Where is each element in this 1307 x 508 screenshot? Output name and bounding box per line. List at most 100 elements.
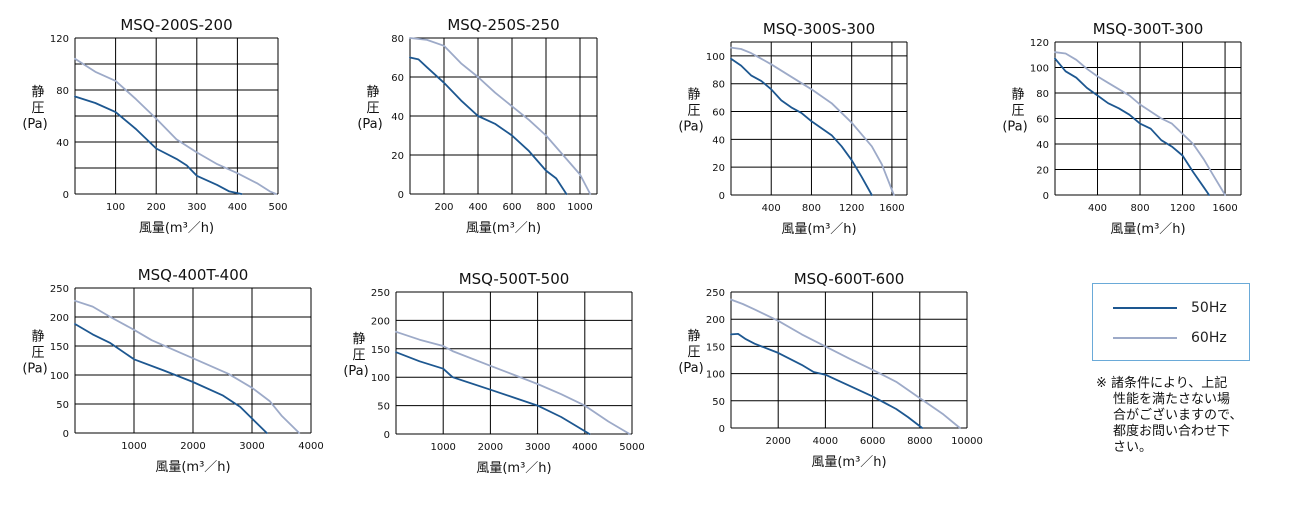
x-tick-label: 1000 xyxy=(567,202,592,213)
series-line-50hz xyxy=(730,57,873,196)
x-axis-label: 風量(m³／h) xyxy=(466,221,541,236)
series-line-60hz xyxy=(1054,51,1226,196)
y-tick-label: 60 xyxy=(712,108,725,119)
y-axis-label: 圧 xyxy=(687,345,700,360)
y-tick-label: 100 xyxy=(50,371,69,382)
y-axis-label: (Pa) xyxy=(22,362,47,377)
y-tick-label: 40 xyxy=(391,112,404,123)
y-axis-label: 静 xyxy=(352,332,365,347)
y-axis-label: (Pa) xyxy=(357,117,382,132)
x-tick-label: 3000 xyxy=(239,441,264,452)
y-tick-label: 200 xyxy=(706,315,725,326)
y-axis-label: 静 xyxy=(687,88,700,103)
y-tick-label: 0 xyxy=(398,190,404,201)
x-tick-label: 8000 xyxy=(907,436,932,447)
y-tick-label: 20 xyxy=(1036,166,1049,177)
chart-title: MSQ-300T-300 xyxy=(1093,20,1204,38)
x-tick-label: 800 xyxy=(1130,203,1149,214)
x-tick-label: 10000 xyxy=(951,436,983,447)
y-tick-label: 20 xyxy=(712,163,725,174)
chart-title: MSQ-500T-500 xyxy=(459,270,570,288)
x-tick-label: 2000 xyxy=(180,441,205,452)
y-tick-label: 250 xyxy=(706,288,725,299)
x-tick-label: 600 xyxy=(502,202,521,213)
x-tick-label: 4000 xyxy=(298,441,323,452)
x-axis-label: 風量(m³／h) xyxy=(781,222,856,237)
x-tick-label: 400 xyxy=(1088,203,1107,214)
y-tick-label: 150 xyxy=(706,342,725,353)
y-tick-label: 60 xyxy=(1036,115,1049,126)
legend: 50Hz 60Hz xyxy=(1092,283,1250,361)
x-tick-label: 200 xyxy=(434,202,453,213)
chart-title: MSQ-200S-200 xyxy=(120,16,232,34)
y-tick-label: 250 xyxy=(371,288,390,299)
legend-swatch-60hz xyxy=(1113,337,1177,339)
legend-item-60hz: 60Hz xyxy=(1093,328,1249,348)
x-axis-label: 風量(m³／h) xyxy=(1110,222,1185,237)
y-axis-label: 静 xyxy=(687,329,700,344)
series-line-50hz xyxy=(74,95,243,195)
x-tick-label: 2000 xyxy=(765,436,790,447)
y-axis-label: 静 xyxy=(1011,88,1024,103)
y-axis-label: 静 xyxy=(366,85,379,100)
chart-msq-200s-200: MSQ-200S-200 100 200 300 400 500 0 40 80 120 風量(m³… xyxy=(22,16,287,236)
x-tick-label: 500 xyxy=(268,202,287,213)
y-tick-label: 20 xyxy=(391,151,404,162)
y-axis-label: 圧 xyxy=(31,346,44,361)
x-tick-label: 100 xyxy=(106,202,125,213)
x-tick-label: 200 xyxy=(147,202,166,213)
x-axis-label: 風量(m³／h) xyxy=(476,461,551,476)
y-tick-label: 120 xyxy=(1030,38,1049,49)
x-tick-label: 5000 xyxy=(619,442,644,453)
x-tick-label: 1600 xyxy=(879,203,904,214)
series-line-50hz xyxy=(74,323,268,434)
y-tick-label: 40 xyxy=(1036,140,1049,151)
y-tick-label: 200 xyxy=(371,316,390,327)
y-axis-label: (Pa) xyxy=(678,120,703,135)
series-line-50hz xyxy=(1054,57,1210,196)
y-tick-label: 0 xyxy=(1043,191,1049,202)
y-tick-label: 150 xyxy=(371,345,390,356)
series-line-60hz xyxy=(409,37,592,195)
series-line-60hz xyxy=(395,330,631,435)
y-tick-label: 40 xyxy=(712,135,725,146)
x-tick-label: 2000 xyxy=(478,442,503,453)
y-tick-label: 100 xyxy=(1030,64,1049,75)
y-axis-label: (Pa) xyxy=(22,117,47,132)
series-line-60hz xyxy=(730,46,895,196)
series-line-60hz xyxy=(74,57,277,195)
y-axis-label: 圧 xyxy=(31,101,44,116)
x-tick-label: 4000 xyxy=(813,436,838,447)
series-line-50hz xyxy=(730,333,924,429)
series-line-60hz xyxy=(74,299,301,434)
y-tick-label: 50 xyxy=(56,400,69,411)
y-axis-label: 静 xyxy=(31,85,44,100)
y-tick-label: 200 xyxy=(50,313,69,324)
chart-msq-400t-400: MSQ-400T-400 1000 2000 3000 4000 0 50 100 150 200… xyxy=(22,266,323,475)
disclaimer-note: ※ 諸条件により、上記 性能を満たさない場 合がございますので、 都度お問い合わ… xyxy=(1096,376,1286,456)
y-tick-label: 250 xyxy=(50,284,69,295)
x-tick-label: 1200 xyxy=(1170,203,1195,214)
x-tick-label: 1600 xyxy=(1212,203,1237,214)
chart-title: MSQ-600T-600 xyxy=(794,270,905,288)
x-tick-label: 1000 xyxy=(121,441,146,452)
series-line-60hz xyxy=(730,298,961,429)
y-tick-label: 60 xyxy=(391,73,404,84)
y-tick-label: 50 xyxy=(712,397,725,408)
chart-msq-250s-250: MSQ-250S-250 200 400 600 800 1000 0 20 40 60 80 風量(… xyxy=(357,16,598,236)
y-tick-label: 0 xyxy=(63,190,69,201)
series-line-50hz xyxy=(409,56,568,195)
y-axis-label: (Pa) xyxy=(343,364,368,379)
chart-title: MSQ-400T-400 xyxy=(138,266,249,284)
y-tick-label: 0 xyxy=(384,430,390,441)
y-axis-label: 圧 xyxy=(1011,104,1024,119)
y-tick-label: 0 xyxy=(719,191,725,202)
x-tick-label: 800 xyxy=(536,202,555,213)
y-tick-label: 0 xyxy=(719,424,725,435)
y-tick-label: 150 xyxy=(50,342,69,353)
note-line: 都度お問い合わせ下 xyxy=(1113,424,1231,439)
y-tick-label: 120 xyxy=(50,34,69,45)
y-tick-label: 80 xyxy=(56,86,69,97)
x-axis-label: 風量(m³／h) xyxy=(155,460,230,475)
